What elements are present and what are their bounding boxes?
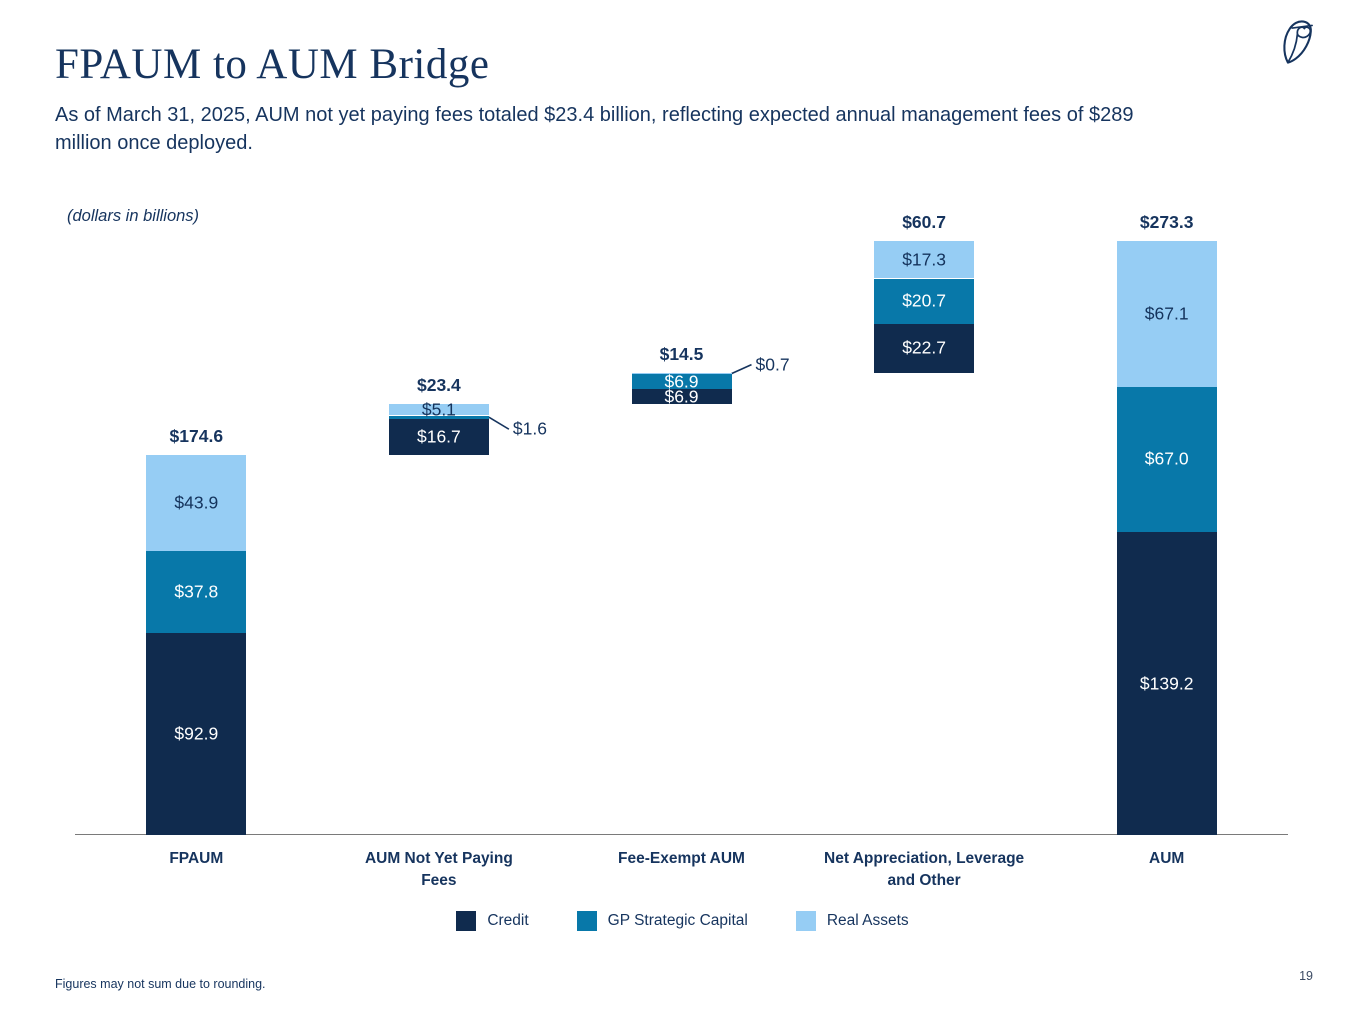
- page-title: FPAUM to AUM Bridge: [55, 41, 490, 88]
- legend-swatch: [795, 911, 816, 931]
- bar-total-label: $14.5: [659, 343, 704, 364]
- callout-label: $0.7: [755, 353, 790, 374]
- bar-segment-label: $20.7: [902, 290, 946, 311]
- bar-segment: [1116, 532, 1217, 835]
- owl-body: [1283, 20, 1312, 64]
- bar-segment: [631, 389, 732, 405]
- owl-face: [1296, 26, 1312, 39]
- category-label-line: AUM: [1149, 850, 1185, 867]
- bar-segment-label: $43.9: [174, 492, 219, 513]
- category-label: AUM: [1045, 848, 1289, 870]
- owl-wing: [1287, 33, 1299, 64]
- legend-item: GP Strategic Capital: [576, 911, 748, 931]
- owl-logo-icon: [1283, 20, 1313, 64]
- category-label-line: Fees: [421, 872, 457, 889]
- bar-segment-label: $6.9: [664, 371, 699, 392]
- subtitle-line-2: million once deployed.: [55, 132, 253, 154]
- bar-segment: [874, 278, 975, 324]
- bar-segment: [146, 632, 247, 835]
- bar-segment: [874, 323, 975, 373]
- x-axis-line: [75, 834, 1288, 835]
- bar-segment-label: $6.9: [664, 386, 699, 407]
- bar-segment-label: $17.3: [902, 248, 946, 269]
- chart-legend: Credit GP Strategic Capital Real Assets: [0, 911, 1365, 931]
- category-label-line: Fee-Exempt AUM: [618, 850, 745, 867]
- legend-swatch: [576, 911, 597, 931]
- legend-label: GP Strategic Capital: [607, 912, 748, 929]
- bar-segment-label: $37.8: [174, 581, 219, 602]
- bar-total-label: $23.4: [416, 375, 461, 396]
- bar-total-label: $60.7: [902, 211, 946, 232]
- bar-segment: [631, 372, 732, 375]
- bar-total-label: $273.3: [1139, 211, 1194, 232]
- category-label-line: and Other: [887, 872, 961, 889]
- subtitle-line-1: As of March 31, 2025, AUM not yet paying…: [55, 104, 1134, 126]
- bar-segment-label: $5.1: [421, 399, 456, 420]
- bar-segment-label: $67.0: [1144, 448, 1189, 469]
- bar-segment: [388, 415, 489, 419]
- bar-segment: [146, 550, 247, 633]
- bar-segment: [1116, 240, 1217, 387]
- callout-line: [488, 416, 510, 430]
- page-number: 19: [1299, 969, 1313, 983]
- category-label: FPAUM: [74, 848, 318, 870]
- bar-segment-label: $92.9: [174, 723, 219, 744]
- legend-label: Real Assets: [826, 912, 909, 929]
- bar-segment-label: $67.1: [1144, 302, 1189, 323]
- category-label: Net Appreciation, Leverage and Other: [802, 848, 1046, 892]
- footnote: Figures may not sum due to rounding.: [55, 977, 266, 991]
- legend-label: Credit: [487, 912, 529, 929]
- legend-item: Credit: [456, 911, 529, 931]
- callout-line: [731, 363, 752, 375]
- bar-segment: [874, 240, 975, 279]
- bar-segment-label: $139.2: [1139, 672, 1194, 693]
- bar-segment-label: $16.7: [416, 426, 461, 447]
- legend-item: Real Assets: [795, 911, 909, 931]
- category-label-line: AUM Not Yet Paying: [364, 850, 513, 867]
- bar-segment: [146, 455, 247, 551]
- bar-segment: [1116, 386, 1217, 533]
- legend-swatch: [456, 911, 477, 931]
- callout-label: $1.6: [512, 418, 547, 439]
- units-note: (dollars in billions): [67, 207, 200, 225]
- category-label-line: FPAUM: [169, 850, 224, 867]
- bar-total-label: $174.6: [169, 426, 224, 447]
- category-label: AUM Not Yet Paying Fees: [317, 848, 561, 892]
- category-label: Fee-Exempt AUM: [560, 848, 804, 870]
- bar-segment: [631, 374, 732, 390]
- bar-segment: [388, 404, 489, 416]
- bar-segment-label: $22.7: [902, 337, 946, 358]
- subtitle: As of March 31, 2025, AUM not yet paying…: [55, 101, 1315, 157]
- bar-segment: [388, 418, 489, 456]
- category-label-line: Net Appreciation, Leverage: [824, 850, 1025, 867]
